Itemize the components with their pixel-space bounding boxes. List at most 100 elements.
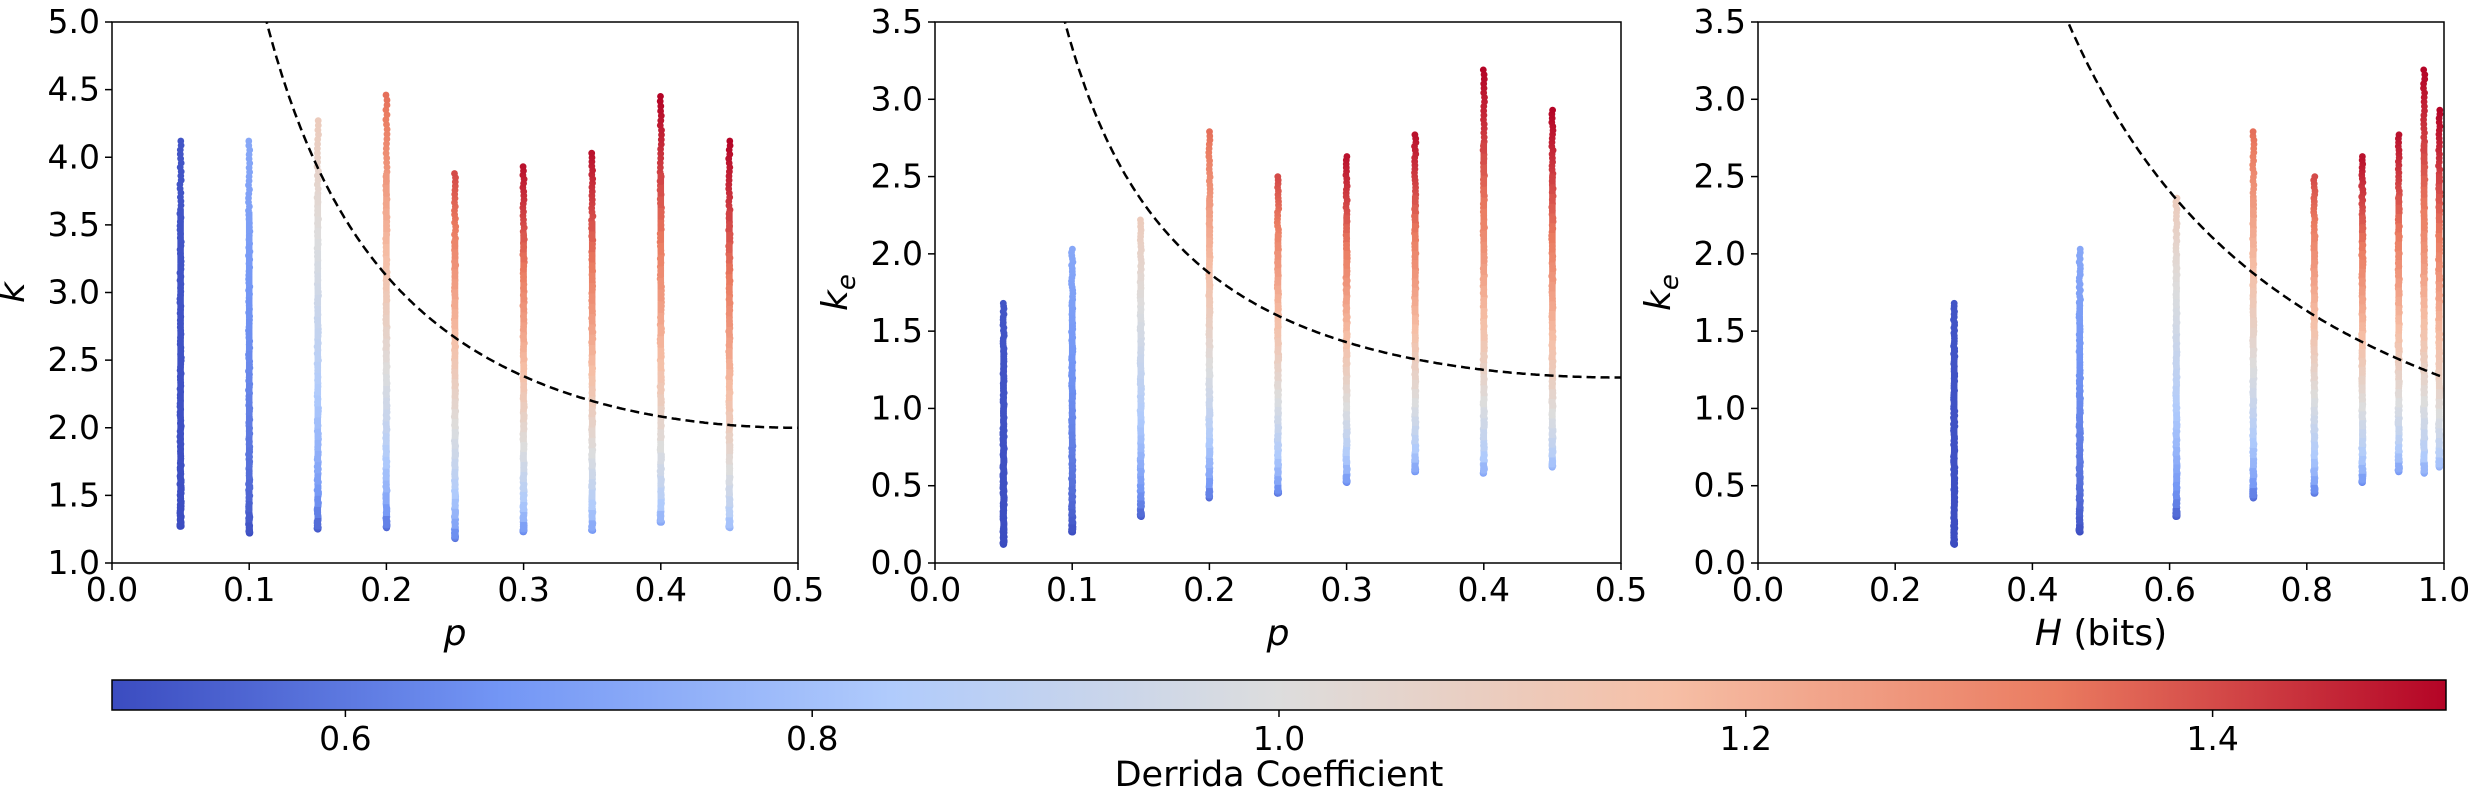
colorbar: 0.6 0.8 1.0 1.2 1.4 Derrida Coefficient (111, 679, 2447, 795)
scatter-point (1549, 106, 1556, 114)
scatter-column-4 (382, 91, 391, 532)
x-tick-label: 0.1 (223, 570, 275, 609)
scatter-column-2 (2075, 245, 2084, 536)
critical-curve (1063, 22, 1621, 379)
colorbar-tick-label: 1.0 (1253, 719, 1305, 758)
y-tick-label: 3.5 (48, 205, 100, 244)
colorbar-label: Derrida Coefficient (1115, 755, 1444, 795)
x-tick-label: 0.3 (497, 570, 549, 609)
x-tick-label: 0.5 (772, 570, 824, 609)
scatter-column-8 (2420, 66, 2429, 477)
x-tick-label: 0.6 (2143, 570, 2195, 609)
scatter-points (176, 91, 734, 543)
scatter-point (1069, 245, 1076, 253)
scatter-column-2 (245, 137, 254, 537)
y-tick-label: 2.0 (871, 234, 923, 273)
scatter-point (245, 137, 253, 145)
scatter-point (657, 141, 665, 148)
x-tick-label: 0.3 (1320, 570, 1372, 609)
scatter-column-1 (999, 299, 1008, 548)
scatter-point (1206, 128, 1213, 136)
scatter-points (1950, 66, 2444, 548)
scatter-point (519, 163, 527, 171)
y-tick-label: 1.0 (48, 543, 100, 582)
scatter-point (1479, 66, 1487, 74)
scatter-point (314, 122, 322, 129)
scatter-point (726, 137, 734, 145)
y-tick-label: 0.0 (1694, 543, 1746, 582)
scatter-point (451, 170, 458, 177)
panels-layer: 0.0 0.1 0.2 0.3 0.4 0.5 1.0 1.5 2.0 2.5 3.0 3.5 4.0 4… (0, 2, 2470, 654)
x-axis-label: p (1266, 613, 1290, 654)
x-axis-label: p (443, 613, 467, 654)
x-tick-label: 0.8 (2281, 570, 2333, 609)
x-tick-label: 0.0 (86, 570, 138, 609)
x-axis-label: H (bits) (2035, 613, 2167, 654)
y-tick-label: 1.0 (1694, 388, 1746, 427)
y-tick-label: 0.0 (871, 543, 923, 582)
y-tick-label: 3.0 (1694, 79, 1746, 118)
scatter-column-7 (2394, 131, 2403, 476)
scatter-point (2436, 106, 2444, 114)
scatter-point (2395, 131, 2403, 139)
y-tick-label: 1.5 (871, 311, 923, 350)
y-tick-label: 1.5 (1694, 311, 1746, 350)
scatter-column-1 (1950, 299, 1959, 548)
scatter-column-8 (656, 93, 665, 526)
scatter-point (2420, 66, 2428, 74)
scatter-point (657, 93, 664, 100)
y-tick-label: 4.5 (48, 70, 100, 109)
y-tick-label: 0.5 (1694, 466, 1746, 505)
scatter-column-6 (519, 163, 528, 536)
y-tick-label: 3.5 (871, 2, 923, 41)
y-tick-label: 1.5 (48, 475, 100, 514)
scatter-column-6 (1342, 153, 1351, 486)
scatter-point (656, 97, 664, 105)
y-axis-label: ke (1638, 274, 1685, 311)
x-tick-label: 0.0 (1732, 570, 1784, 609)
scatter-point (657, 136, 665, 144)
scatter-column-5 (450, 170, 460, 543)
scatter-point (1137, 216, 1144, 224)
x-tick-label: 0.4 (2006, 570, 2058, 609)
y-tick-label: 4.0 (48, 137, 100, 176)
x-tick-label: 0.2 (360, 570, 412, 609)
colorbar-tick-label: 0.6 (319, 719, 371, 758)
x-tick-label: 1.0 (2418, 570, 2470, 609)
scatter-point (999, 299, 1007, 307)
x-tick-label: 0.4 (635, 570, 687, 609)
y-axis-label: k (0, 280, 33, 303)
y-axis-label: ke (815, 274, 862, 311)
scatter-column-5 (1273, 173, 1283, 497)
scatter-column-3 (313, 117, 322, 533)
y-tick-label: 2.5 (48, 340, 100, 379)
scatter-point (2359, 153, 2366, 160)
scatter-column-3 (1136, 216, 1145, 520)
x-tick-label: 0.2 (1869, 570, 1921, 609)
colorbar-tick-label: 1.2 (1720, 719, 1772, 758)
scatter-point (1950, 299, 1958, 307)
y-tick-label: 3.0 (871, 79, 923, 118)
y-tick-label: 2.0 (1694, 234, 1746, 273)
axes-frame (1757, 21, 2445, 564)
y-tick-label: 0.5 (871, 466, 923, 505)
scatter-column-9 (1548, 106, 1557, 471)
scatter-point (1274, 173, 1282, 181)
scatter-column-6 (2358, 153, 2367, 486)
critical-curve (2066, 22, 2444, 379)
x-tick-label: 0.1 (1046, 570, 1098, 609)
colorbar-ticks: 0.6 0.8 1.0 1.2 1.4 (319, 710, 2239, 758)
colorbar-gradient (111, 679, 2447, 711)
axes-frame (934, 21, 1622, 564)
y-tick-label: 3.5 (1694, 2, 1746, 41)
panel-2: 0.0 0.1 0.2 0.3 0.4 0.5 0.0 0.5 1.0 1.5 2.0 2.5 3.0 3… (815, 2, 1647, 654)
scatter-column-9 (2435, 106, 2444, 471)
scatter-column-5 (2310, 173, 2319, 497)
scatter-point (382, 149, 390, 157)
x-tick-label: 0.0 (909, 570, 961, 609)
scatter-point (2311, 173, 2319, 181)
scatter-column-1 (176, 137, 185, 530)
scatter-point (177, 137, 185, 145)
scatter-point (1343, 153, 1351, 160)
